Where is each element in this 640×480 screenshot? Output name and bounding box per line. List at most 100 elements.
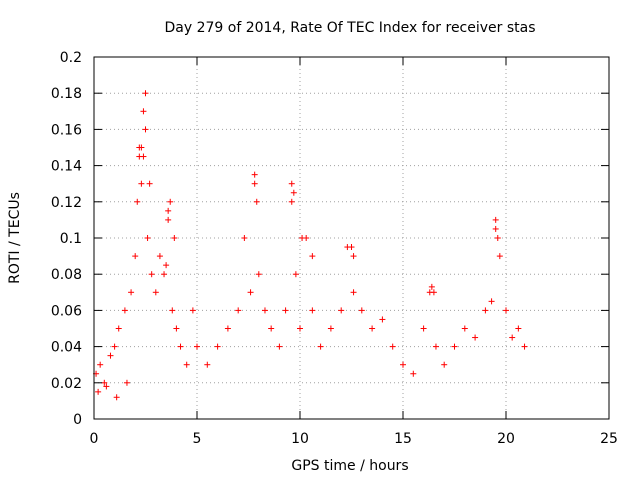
y-tick-label: 0.12 — [51, 195, 82, 211]
data-point — [350, 289, 357, 296]
data-point — [400, 361, 406, 368]
data-point — [432, 343, 439, 350]
data-point — [101, 379, 108, 386]
data-point — [492, 225, 499, 232]
data-point — [290, 189, 297, 196]
x-tick-label: 10 — [291, 431, 309, 447]
data-point — [165, 216, 172, 223]
ticks: 0 0.02 0.04 0.06 0.08 0.1 0.12 0.14 0.16 0.18 0.2 0… — [51, 50, 618, 447]
data-point — [235, 307, 242, 314]
data-point — [167, 198, 174, 205]
data-point — [224, 325, 231, 332]
data-point — [177, 343, 184, 350]
y-tick-label: 0 — [73, 412, 82, 428]
data-point — [214, 343, 221, 350]
data-point — [132, 253, 139, 260]
data-point — [163, 262, 170, 269]
data-point — [161, 271, 168, 278]
data-point — [128, 289, 135, 296]
data-point — [441, 361, 448, 368]
data-point — [152, 289, 159, 296]
data-point — [276, 343, 283, 350]
data-point — [338, 307, 345, 314]
data-point — [288, 198, 295, 205]
data-point — [327, 325, 334, 332]
data-point — [292, 271, 299, 278]
data-point — [496, 253, 503, 260]
y-tick-label: 0.2 — [60, 50, 82, 66]
data-point — [241, 235, 248, 241]
x-tick-label: 15 — [394, 431, 412, 447]
y-tick-label: 0.06 — [51, 303, 82, 319]
y-tick-label: 0.02 — [51, 376, 82, 392]
y-tick-label: 0.04 — [51, 340, 82, 356]
data-point — [144, 235, 151, 241]
data-point — [515, 325, 522, 332]
data-point — [171, 235, 178, 241]
data-point — [461, 325, 468, 332]
data-point — [410, 370, 417, 377]
data-point — [509, 334, 516, 341]
data-point — [138, 180, 145, 187]
data-point — [121, 307, 128, 314]
data-point — [288, 180, 295, 187]
data-point — [140, 153, 147, 160]
data-point — [111, 343, 118, 350]
data-point — [482, 307, 489, 314]
data-point — [194, 343, 200, 350]
data-point — [472, 334, 479, 341]
data-point — [253, 198, 260, 205]
data-point — [156, 253, 163, 260]
data-point — [251, 180, 258, 187]
chart-title: Day 279 of 2014, Rate Of TEC Index for r… — [164, 20, 535, 36]
data-point — [503, 307, 509, 314]
data-point — [350, 253, 357, 260]
data-point — [268, 325, 275, 332]
data-point — [420, 325, 427, 332]
data-point — [282, 307, 289, 314]
y-axis-title: ROTI / TECUs — [7, 192, 23, 284]
data-point — [173, 325, 180, 332]
data-point — [134, 198, 141, 205]
x-tick-label: 20 — [497, 431, 515, 447]
data-point — [165, 207, 172, 214]
y-tick-label: 0.08 — [51, 267, 82, 283]
y-tick-label: 0.18 — [51, 86, 82, 102]
x-tick-label: 5 — [193, 431, 202, 447]
data-point — [97, 361, 104, 368]
data-point — [358, 307, 365, 314]
data-point — [428, 283, 435, 290]
data-point — [148, 271, 155, 278]
data-point — [309, 307, 316, 314]
data-point — [189, 307, 196, 314]
data-point — [521, 343, 528, 350]
data-point — [261, 307, 268, 314]
y-tick-label: 0.1 — [60, 231, 82, 247]
x-axis-title: GPS time / hours — [291, 458, 408, 474]
data-point — [369, 325, 376, 332]
data-point — [204, 361, 211, 368]
data-point — [379, 316, 386, 323]
data-point — [142, 90, 149, 97]
data-point — [299, 235, 306, 241]
data-point — [255, 271, 262, 278]
data-point — [142, 126, 149, 133]
data-point — [348, 244, 355, 251]
data-point — [140, 108, 147, 115]
data-point — [494, 235, 501, 241]
data-point — [115, 325, 122, 332]
grid — [94, 57, 609, 419]
data-point — [488, 298, 495, 305]
y-tick-label: 0.14 — [51, 159, 82, 175]
data-point — [247, 289, 254, 296]
data-point — [317, 343, 324, 350]
x-tick-label: 25 — [600, 431, 618, 447]
data-point — [430, 289, 437, 296]
data-point — [451, 343, 458, 350]
data-point — [146, 180, 153, 187]
data-point — [309, 253, 316, 260]
data-point — [492, 216, 499, 223]
data-point — [389, 343, 396, 350]
